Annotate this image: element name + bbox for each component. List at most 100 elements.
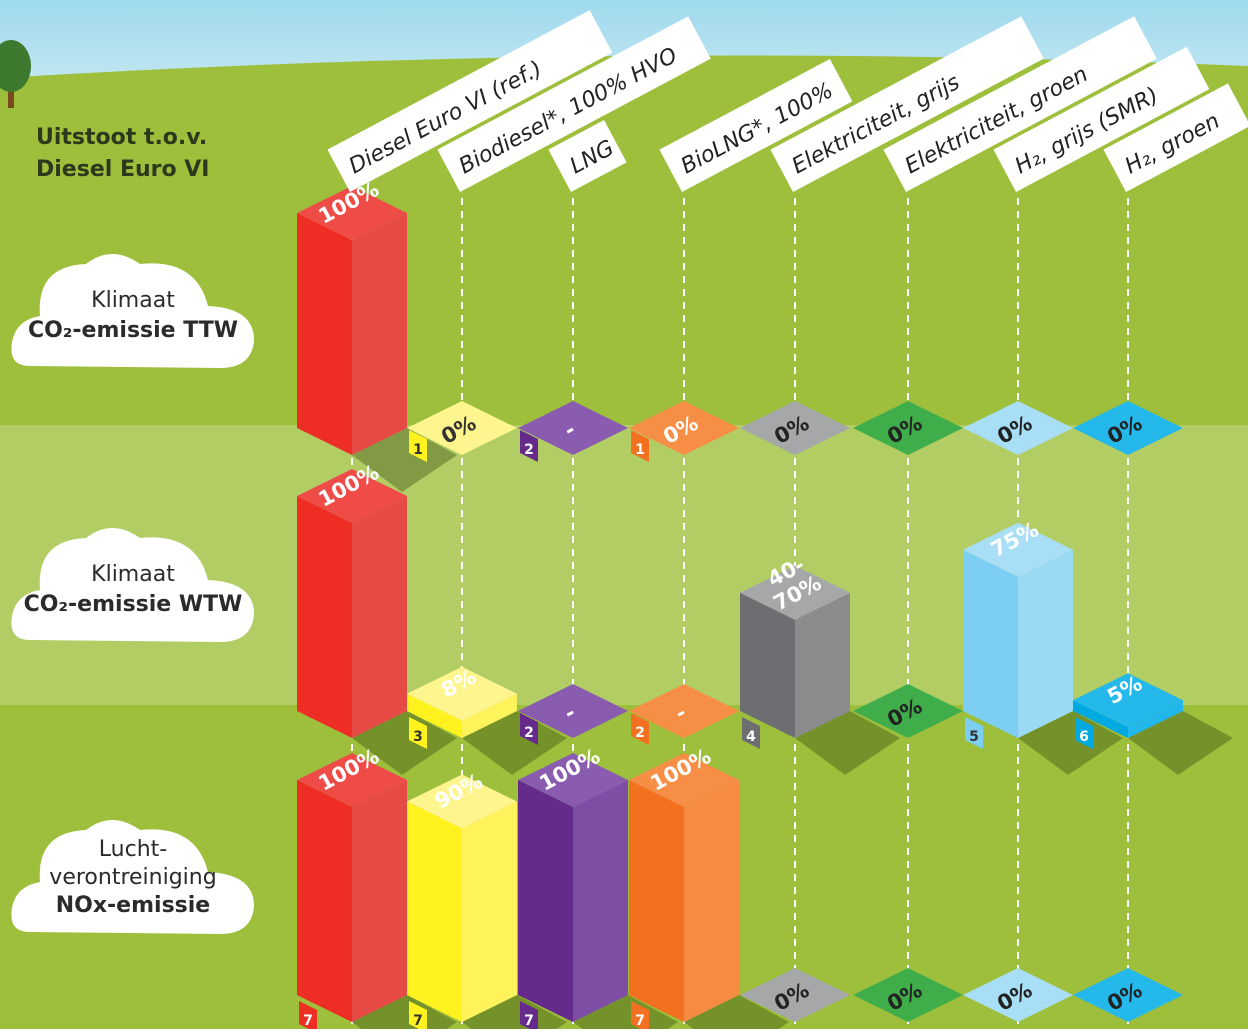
- bar-top: [518, 753, 628, 807]
- footnote-number: 4: [746, 729, 756, 745]
- label-tag: [548, 120, 627, 192]
- bar-front: [1073, 700, 1128, 738]
- bar-top: [1073, 673, 1183, 728]
- footnote-flag: [409, 717, 427, 749]
- heading-line-2: Diesel Euro VI: [36, 157, 210, 182]
- bar-side: [352, 780, 407, 1022]
- bar-top: [963, 968, 1073, 1022]
- bar-side: [352, 496, 407, 738]
- footnote-flag: [965, 717, 983, 749]
- bar-top: [407, 774, 517, 829]
- bar-top: [297, 186, 407, 240]
- label-tag: [327, 10, 613, 192]
- bar-side: [462, 693, 517, 738]
- bar-0-6: 0%: [963, 401, 1073, 455]
- footnote-flag: [1075, 717, 1093, 749]
- footnote-number: 1: [635, 442, 645, 458]
- bar-front: [518, 780, 573, 1022]
- bar-top: [853, 684, 963, 738]
- bar-0-0: 100%: [297, 177, 457, 492]
- label-tag: [1103, 83, 1248, 192]
- footnote-flag: [631, 713, 649, 745]
- bar-shadow: [795, 711, 900, 775]
- bar-1-4: 40-70%4: [740, 552, 900, 775]
- bar-front: [740, 592, 795, 738]
- bar-top: [853, 968, 963, 1022]
- footnote-number: 2: [524, 442, 534, 458]
- bar-top: [1073, 401, 1183, 455]
- cloud-subtitle: CO₂-emissie WTW: [23, 592, 243, 617]
- bar-side: [795, 592, 850, 738]
- chart-heading: Uitstoot t.o.v. Diesel Euro VI: [36, 122, 209, 186]
- bar-shadow: [462, 995, 567, 1033]
- bar-front: [297, 213, 352, 455]
- footnote-number: 3: [413, 729, 423, 745]
- bar-side: [1128, 700, 1183, 738]
- bar-top: [629, 684, 739, 738]
- bar-2-0: 100%7: [297, 744, 457, 1033]
- bar-side: [462, 801, 517, 1022]
- bar-top: [853, 401, 963, 455]
- footnote-number: 7: [635, 1013, 645, 1029]
- bar-0-7: 0%: [1073, 401, 1183, 455]
- footnote-number: 1: [413, 442, 423, 458]
- bar-2-3: 100%7: [629, 744, 789, 1033]
- bar-top: [1073, 968, 1183, 1022]
- bar-shadow: [1018, 711, 1123, 775]
- footnote-number: 7: [303, 1013, 313, 1029]
- bar-top: [629, 401, 739, 455]
- bar-shadow: [352, 711, 457, 775]
- bar-top: [740, 565, 850, 620]
- bar-2-1: 90%7: [407, 769, 567, 1033]
- footnote-number: 7: [413, 1013, 423, 1029]
- bar-2-4: 0%: [740, 968, 850, 1022]
- bar-1-0: 100%: [297, 460, 457, 775]
- cloud-icon: [11, 254, 255, 368]
- bar-0-5: 0%: [853, 401, 963, 455]
- footnote-flag: [631, 1001, 649, 1033]
- bar-0-4: 0%: [740, 401, 850, 455]
- label-tag: [883, 16, 1157, 192]
- bar-top: [407, 666, 517, 721]
- bar-1-2: -2: [518, 684, 628, 745]
- bar-side: [684, 780, 739, 1022]
- cloud-title: Klimaat: [91, 288, 175, 313]
- bar-top: [407, 401, 517, 455]
- bar-2-5: 0%: [853, 968, 963, 1022]
- bar-top: [297, 753, 407, 807]
- footnote-number: 2: [635, 725, 645, 741]
- bar-1-5: 0%: [853, 684, 963, 738]
- footnote-number: 2: [524, 725, 534, 741]
- footnote-flag: [409, 430, 427, 462]
- cloud-title: Lucht-: [98, 837, 168, 862]
- label-tag: [437, 16, 711, 192]
- footnote-flag: [520, 430, 538, 462]
- bar-top: [518, 401, 628, 455]
- bar-front: [297, 496, 352, 738]
- footnote-flag: [631, 430, 649, 462]
- bar-1-3: -2: [629, 684, 739, 745]
- bar-2-6: 0%: [963, 968, 1073, 1022]
- bar-front: [407, 801, 462, 1022]
- bar-2-7: 0%: [1073, 968, 1183, 1022]
- bar-top: [629, 753, 739, 807]
- cloud-nox: Lucht- verontreiniging NOx-emissie: [8, 808, 258, 938]
- bar-2-2: 100%7: [518, 744, 678, 1033]
- cloud-co2-ttw: Klimaat CO₂-emissie TTW: [8, 242, 258, 372]
- bar-0-2: -2: [518, 401, 628, 462]
- cloud-title-2: verontreiniging: [49, 865, 217, 890]
- footnote-number: 7: [524, 1013, 534, 1029]
- footnote-flag: [520, 713, 538, 745]
- bar-front: [407, 693, 462, 738]
- footnote-flag: [299, 1001, 317, 1033]
- bar-shadow: [684, 995, 789, 1033]
- bar-side: [1018, 549, 1073, 738]
- cloud-subtitle: NOx-emissie: [55, 893, 211, 918]
- bar-0-1: 0%1: [407, 401, 517, 462]
- bar-shadow: [1128, 711, 1233, 775]
- bar-front: [629, 780, 684, 1022]
- bar-side: [573, 780, 628, 1022]
- bars-layer: 100%0%1-20%10% 0% 0% 0%100%8%3-2-240-70%40%…: [297, 177, 1233, 1033]
- cloud-icon: [11, 820, 255, 934]
